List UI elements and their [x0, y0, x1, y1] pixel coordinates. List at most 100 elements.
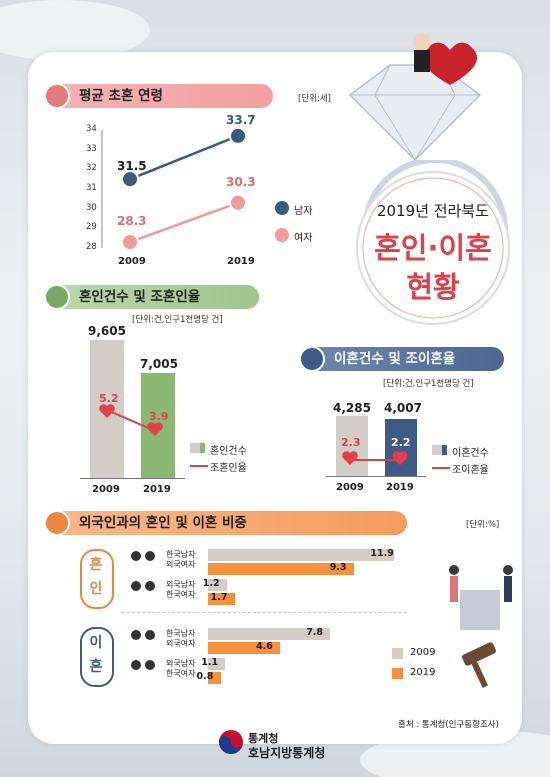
heart-icon — [392, 451, 408, 465]
marriage-count-2009: 9,605 — [88, 324, 126, 338]
divorce-legend-gray — [432, 445, 442, 455]
foreign-bar-2019 — [208, 563, 354, 575]
foreign-bar-value: 4.6 — [256, 641, 273, 652]
row-label-d1: 외국남자 — [166, 659, 196, 668]
marriage-count-2019: 7,005 — [140, 357, 178, 371]
age-male-2009-label: 31.5 — [117, 159, 147, 173]
age-unit: [단위:세] — [298, 94, 331, 104]
row-label-a2: 외국여자 — [166, 560, 196, 569]
foreign-bar-value: 1.1 — [201, 657, 219, 668]
age-y-tick: 30 — [86, 202, 97, 213]
legend-2009: 2009 — [410, 647, 436, 658]
foreign-bar-value: 0.8 — [196, 671, 214, 682]
foreign-bar-2009 — [208, 549, 395, 561]
divorce-legend-rate: 조이혼율 — [452, 465, 489, 476]
row-label-c1: 한국남자 — [166, 629, 196, 638]
foreign-bar-value: 11.9 — [370, 548, 394, 559]
foreign-bar-2009 — [208, 658, 226, 670]
marriage-legend-green — [200, 443, 205, 453]
heart-icon — [99, 404, 115, 418]
rings-icon — [44, 284, 70, 310]
foreign-section-header: 외국인과의 혼인 및 이혼 비중 — [47, 511, 407, 535]
row-label-a1: 한국남자 — [166, 550, 196, 559]
row-label-c2: 외국여자 — [166, 639, 196, 648]
divorce-group-pill — [80, 627, 114, 687]
age-data-point — [121, 233, 139, 252]
age-series-line — [129, 201, 239, 244]
age-female-2019-label: 30.3 — [226, 175, 256, 189]
marriage-group-label: 혼인 — [89, 557, 103, 597]
heart-icon — [147, 422, 163, 436]
source-note: 출처 : 통계청(인구동향조사) — [398, 720, 499, 730]
divorce-count-2009: 4,285 — [333, 401, 371, 415]
legend-male: 남자 — [294, 206, 313, 217]
foreign-section-title: 외국인과의 혼인 및 이혼 비중 — [79, 515, 247, 531]
marriage-axis — [80, 478, 185, 479]
diamond-ring-illustration — [348, 33, 482, 162]
age-y-tick: 29 — [86, 222, 97, 233]
divorce-bar-2009 — [336, 416, 368, 476]
divorce-section-header: 이혼건수 및 조이혼율 — [302, 347, 504, 371]
age-y-tick: 34 — [86, 124, 97, 134]
footer-org1: 통계청 — [248, 732, 279, 745]
title-sub: 현황 — [406, 270, 460, 304]
age-data-point — [121, 170, 139, 189]
age-female-2009-label: 28.3 — [117, 214, 147, 228]
foreign-bar-value: 9.3 — [329, 562, 347, 573]
foreign-bar-value: 7.8 — [306, 627, 324, 638]
divorce-x-2019: 2019 — [386, 482, 414, 493]
marriage-unit: [단위:건,인구1천명당 건] — [132, 315, 223, 325]
age-series-line — [129, 134, 239, 181]
heart-icon — [342, 451, 358, 465]
male-legend-icon — [275, 201, 289, 215]
age-y-tick: 31 — [86, 183, 97, 193]
couple-icon — [44, 83, 70, 109]
marriage-rate-line — [99, 404, 163, 436]
age-data-point — [229, 193, 247, 212]
divorce-bar-2019 — [385, 419, 417, 476]
row-label-d2: 한국여자 — [166, 669, 196, 678]
age-section-header: 평균 초혼 연령 — [47, 84, 273, 108]
divorce-rate-2009: 2.3 — [341, 436, 361, 449]
divorce-legend-blue — [442, 445, 447, 455]
marriage-x-2009: 2009 — [92, 484, 120, 495]
divorce-legend-count: 이혼건수 — [452, 448, 489, 459]
marriage-rate-2009: 5.2 — [99, 392, 119, 405]
foreign-bar-2019 — [208, 642, 281, 654]
divorce-section-title: 이혼건수 및 조이혼율 — [334, 351, 456, 367]
divorce-rate-line — [342, 451, 408, 465]
broken-heart-icon — [299, 346, 325, 372]
age-data-point — [229, 126, 247, 145]
foreign-bar-value: 1.2 — [202, 578, 220, 589]
age-male-2019-label: 33.7 — [226, 113, 256, 127]
foreign-bar-2009 — [208, 628, 331, 640]
divorce-axis — [326, 476, 426, 477]
marriage-section-header: 혼인건수 및 조혼인율 — [47, 285, 259, 309]
marriage-legend-count: 혼인건수 — [210, 446, 247, 457]
marriage-legend-line — [190, 465, 208, 467]
divorce-group-label: 이혼 — [89, 635, 103, 675]
divorce-rate-2019: 2.2 — [391, 436, 411, 449]
marriage-group-pill — [80, 549, 114, 609]
divorce-unit: [단위:건,인구1천명당 건] — [383, 379, 474, 389]
people-icons — [131, 551, 155, 670]
title-badge — [356, 171, 510, 325]
foreign-bar-value: 1.7 — [210, 592, 228, 603]
foreign-bar-2019 — [208, 593, 235, 605]
marriage-legend-rate: 조혼인율 — [210, 463, 247, 474]
foreign-bar-2019 — [208, 672, 221, 684]
divorce-illustration — [449, 565, 513, 688]
divorce-count-2019: 4,007 — [384, 401, 422, 415]
legend-2019: 2019 — [410, 667, 436, 678]
globe-icon — [44, 510, 70, 536]
legend-2009-swatch — [392, 648, 403, 659]
foreign-bar-2009 — [208, 579, 227, 591]
row-label-b1: 외국남자 — [166, 580, 196, 589]
legend-female: 여자 — [294, 233, 313, 244]
female-legend-icon — [275, 228, 289, 242]
age-y-tick: 32 — [86, 163, 97, 174]
age-y-tick: 33 — [86, 143, 97, 154]
age-x-2019: 2019 — [227, 256, 255, 267]
government-emblem-icon — [219, 730, 243, 754]
